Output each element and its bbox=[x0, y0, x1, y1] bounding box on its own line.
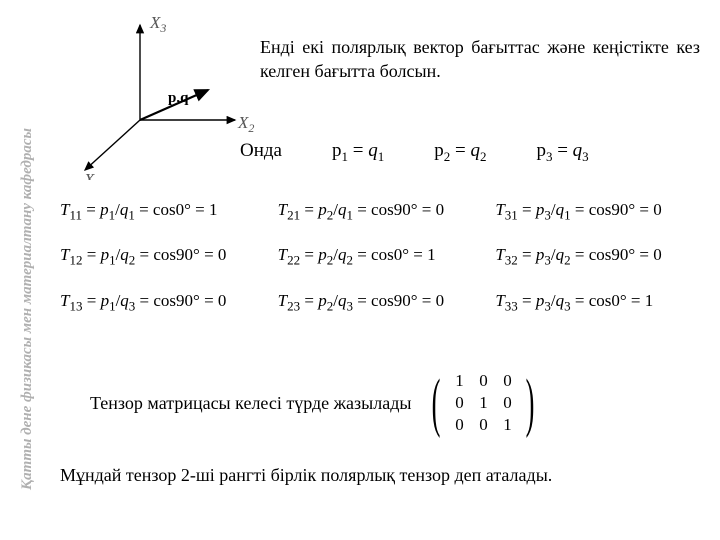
pq-eq-3: p3 = q3 bbox=[536, 140, 588, 165]
tensor-grid: T11 = p1/q1 = cos0° = 1 T21 = p2/q1 = cos… bbox=[60, 200, 695, 314]
svg-text:p,q: p,q bbox=[168, 90, 189, 106]
svg-text:X1: X1 bbox=[83, 170, 100, 180]
tensor-cell: T33 = p3/q3 = cos0° = 1 bbox=[495, 291, 695, 314]
axes-diagram: X3 X2 X1 p,q bbox=[60, 10, 260, 180]
matrix-label: Тензор матрицасы келесі түрде жазылады bbox=[90, 393, 411, 414]
matrix-cell: 1 bbox=[495, 414, 519, 436]
sidebar-text: Қатты дене физикасы мен материалтану каф… bbox=[18, 30, 38, 490]
tensor-cell: T22 = p2/q2 = cos0° = 1 bbox=[278, 245, 478, 268]
onda-label: Онда bbox=[240, 140, 282, 162]
tensor-cell: T11 = p1/q1 = cos0° = 1 bbox=[60, 200, 260, 223]
tensor-cell: T12 = p1/q2 = cos90° = 0 bbox=[60, 245, 260, 268]
intro-paragraph: Енді екі полярлық вектор бағыттас және к… bbox=[260, 35, 700, 84]
matrix-row: Тензор матрицасы келесі түрде жазылады (… bbox=[90, 370, 690, 436]
content-area: X3 X2 X1 p,q Енді екі полярлық вектор ба… bbox=[60, 0, 720, 540]
tensor-cell: T32 = p3/q2 = cos90° = 0 bbox=[495, 245, 695, 268]
svg-text:X3: X3 bbox=[149, 13, 166, 35]
svg-text:X2: X2 bbox=[237, 113, 254, 135]
tensor-cell: T31 = p3/q1 = cos90° = 0 bbox=[495, 200, 695, 223]
pq-eq-1: p1 = q1 bbox=[332, 140, 384, 165]
matrix-cell: 0 bbox=[495, 370, 519, 392]
matrix-cell: 0 bbox=[471, 414, 495, 436]
matrix-cell: 0 bbox=[471, 370, 495, 392]
pq-equations: Онда p1 = q1 p2 = q2 p3 = q3 bbox=[240, 140, 700, 165]
tensor-cell: T21 = p2/q1 = cos90° = 0 bbox=[278, 200, 478, 223]
matrix-cell: 1 bbox=[471, 392, 495, 414]
pq-eq-2: p2 = q2 bbox=[434, 140, 486, 165]
conclusion-text: Мұндай тензор 2-ші рангті бірлік полярлы… bbox=[60, 465, 680, 486]
identity-matrix: ( 100010001 ) bbox=[425, 370, 541, 436]
matrix-cell: 1 bbox=[447, 370, 471, 392]
matrix-cell: 0 bbox=[495, 392, 519, 414]
tensor-cell: T23 = p2/q3 = cos90° = 0 bbox=[278, 291, 478, 314]
matrix-cell: 0 bbox=[447, 414, 471, 436]
tensor-cell: T13 = p1/q3 = cos90° = 0 bbox=[60, 291, 260, 314]
matrix-cell: 0 bbox=[447, 392, 471, 414]
